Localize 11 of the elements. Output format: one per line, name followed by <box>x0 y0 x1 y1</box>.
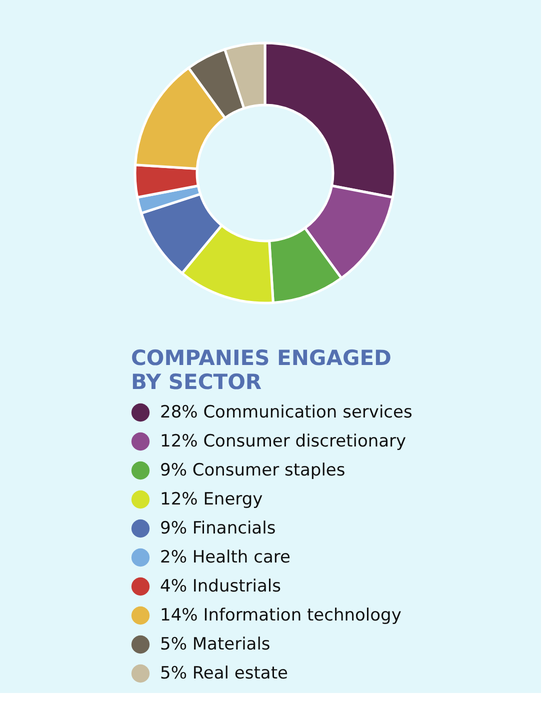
legend-label: 5% Materials <box>160 634 270 654</box>
legend-label: 28% Communication services <box>160 402 412 422</box>
legend-label: 12% Consumer discretionary <box>160 432 406 452</box>
legend-label: 5% Real estate <box>160 664 288 684</box>
legend-label: 4% Industrials <box>160 576 282 596</box>
text: COMPANIES ENGAGED BY SECTOR <box>131 346 392 394</box>
legend-label: 12% Energy <box>160 490 263 510</box>
legend-label: 2% Health care <box>160 548 290 568</box>
legend-label: 9% Consumer staples <box>160 460 346 480</box>
legend-label: 9% Financials <box>160 518 276 538</box>
legend-label: 14% Information technology <box>160 606 402 626</box>
